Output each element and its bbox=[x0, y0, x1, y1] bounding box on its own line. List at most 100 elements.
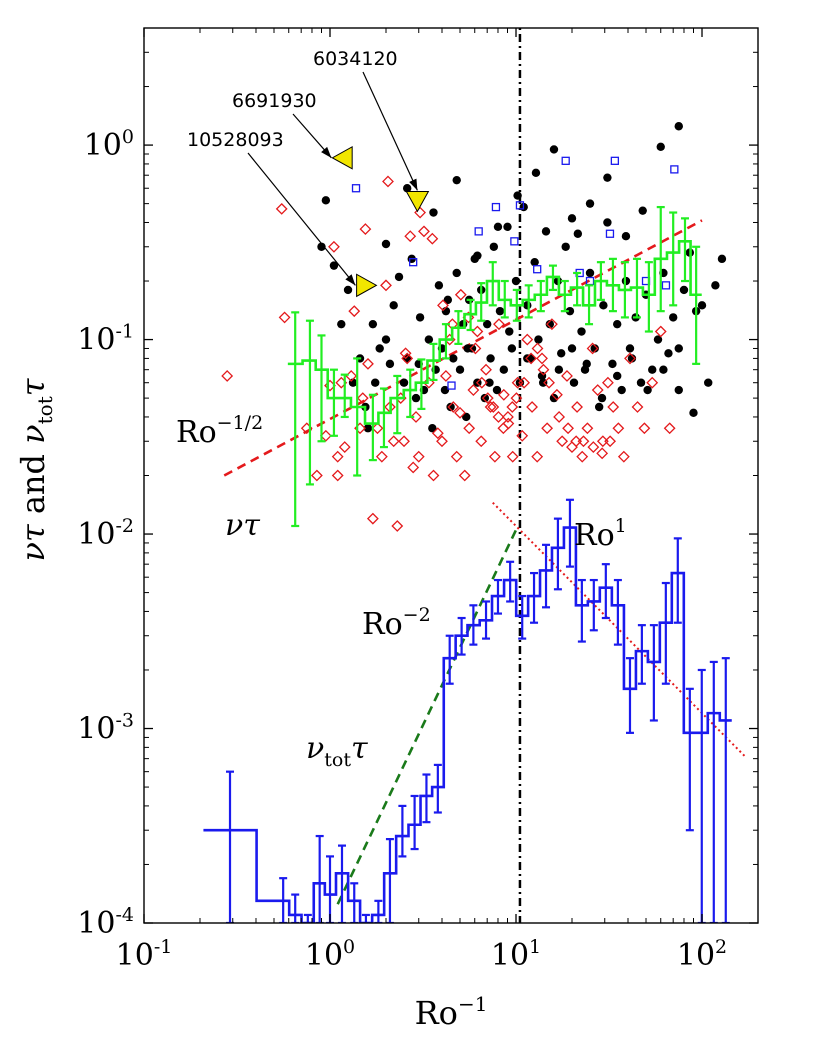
y-tick-label: 10-4 bbox=[77, 904, 134, 941]
label-exp: 1 bbox=[615, 515, 627, 537]
diamond-point bbox=[663, 422, 676, 435]
diamond-point bbox=[467, 384, 480, 396]
diamond-point bbox=[510, 392, 523, 405]
diamond-point bbox=[328, 240, 340, 253]
diamond-point bbox=[506, 450, 519, 463]
diamond-point bbox=[576, 450, 589, 463]
diamond-point bbox=[410, 411, 422, 423]
diamond-point bbox=[331, 469, 344, 482]
square-point bbox=[491, 202, 501, 212]
x-tick-exp: 1 bbox=[529, 936, 541, 958]
dot-point bbox=[549, 393, 559, 403]
dot-point bbox=[557, 349, 566, 358]
diamond-point bbox=[571, 401, 584, 413]
label-nutot-tau: νtotτ bbox=[306, 731, 368, 771]
dot-point bbox=[621, 232, 631, 241]
diamond-point bbox=[516, 429, 529, 442]
dot-point bbox=[440, 385, 450, 395]
diamond-point bbox=[502, 417, 515, 430]
dot-point bbox=[489, 242, 499, 251]
diamond-point bbox=[475, 435, 488, 448]
y-tick-base: 10 bbox=[77, 712, 115, 747]
y-tick-base: 10 bbox=[84, 128, 122, 163]
dot-point bbox=[424, 335, 434, 344]
dot-point bbox=[513, 191, 522, 200]
y-label-and: and bbox=[14, 444, 52, 525]
x-tick-label: 102 bbox=[677, 936, 727, 973]
diamond-point bbox=[480, 363, 492, 376]
diamond-point bbox=[366, 512, 379, 525]
label-ro-half: Ro−1/2 bbox=[176, 412, 263, 450]
dot-point bbox=[590, 344, 599, 353]
dot-point bbox=[317, 242, 326, 251]
diamond-point bbox=[275, 202, 288, 215]
square-point bbox=[447, 381, 456, 390]
dot-point bbox=[455, 365, 465, 374]
dot-point bbox=[674, 385, 683, 395]
dot-point bbox=[617, 385, 626, 395]
dot-point bbox=[429, 208, 438, 217]
y-tick-base: 10 bbox=[77, 906, 115, 941]
step-line-1 bbox=[203, 526, 732, 923]
label-ro-one: Ro1 bbox=[574, 515, 627, 553]
dot-point bbox=[523, 301, 532, 310]
dot-point bbox=[638, 206, 647, 215]
dot-point bbox=[613, 371, 622, 381]
diamond-point bbox=[646, 376, 659, 389]
x-tick-label: 101 bbox=[491, 936, 541, 973]
diamond-point bbox=[570, 435, 583, 448]
diamond-point bbox=[426, 232, 439, 245]
diamond-point bbox=[617, 450, 630, 463]
diamond-point bbox=[356, 392, 369, 405]
diamond-point bbox=[581, 422, 594, 435]
dot-point bbox=[636, 378, 646, 387]
diamond-point bbox=[531, 450, 544, 463]
dot-point bbox=[679, 285, 689, 295]
dot-point bbox=[717, 254, 727, 264]
axis-ticks bbox=[143, 28, 758, 924]
dot-point bbox=[434, 281, 444, 290]
dot-point bbox=[531, 168, 541, 178]
diamond-point bbox=[471, 325, 484, 338]
dot-point bbox=[446, 402, 455, 412]
diamond-point bbox=[596, 447, 609, 460]
diamond-point bbox=[221, 370, 234, 382]
y-tick-label: 10-1 bbox=[77, 321, 134, 358]
y-tick-label: 10-3 bbox=[77, 710, 134, 747]
dot-point bbox=[381, 335, 391, 344]
dot-point bbox=[507, 344, 517, 353]
diamond-point bbox=[484, 401, 497, 413]
x-tick-label: 100 bbox=[305, 936, 355, 973]
diamond-point bbox=[638, 422, 651, 435]
square-point bbox=[610, 156, 620, 165]
diamond-point bbox=[536, 352, 548, 365]
diamond-point bbox=[577, 435, 590, 448]
diamond-point bbox=[454, 288, 467, 301]
triangle-6034120 bbox=[405, 191, 430, 213]
dot-point bbox=[511, 276, 521, 286]
label-sub: tot bbox=[324, 749, 351, 771]
y-tick-exp: 0 bbox=[122, 126, 134, 148]
ann-10528093-label: 10528093 bbox=[187, 129, 284, 151]
diamond-point bbox=[310, 469, 323, 482]
dot-point bbox=[582, 359, 591, 369]
diamond-point bbox=[447, 401, 460, 413]
dot-point bbox=[545, 319, 555, 329]
dot-point bbox=[329, 261, 339, 270]
diamond-point bbox=[371, 422, 384, 435]
diamond-point bbox=[391, 520, 404, 532]
diamond-point bbox=[278, 311, 291, 324]
dot-point bbox=[321, 196, 331, 205]
y-tick-exp: -1 bbox=[115, 321, 134, 343]
diamond-point bbox=[463, 422, 476, 435]
dot-point bbox=[549, 145, 559, 154]
diamond-point bbox=[375, 450, 388, 463]
diamond-point bbox=[348, 305, 361, 318]
dot-point bbox=[577, 327, 586, 336]
diamond-point bbox=[362, 357, 374, 370]
diamond-point bbox=[399, 347, 412, 360]
x-tick-label: 10-1 bbox=[116, 936, 173, 973]
